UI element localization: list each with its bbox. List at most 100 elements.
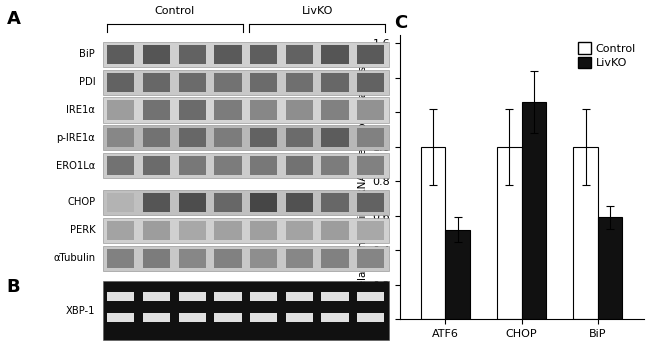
Text: PERK: PERK — [70, 225, 95, 235]
Bar — [143, 248, 170, 268]
Bar — [286, 248, 313, 268]
Bar — [322, 193, 348, 212]
Bar — [214, 313, 242, 322]
Bar — [214, 248, 242, 268]
Bar — [250, 292, 278, 301]
Bar — [179, 313, 206, 322]
Bar — [107, 221, 135, 240]
Text: p-IRE1α: p-IRE1α — [57, 133, 95, 143]
Bar — [107, 100, 135, 119]
Bar — [179, 292, 206, 301]
Bar — [521, 102, 546, 319]
Bar — [143, 100, 170, 119]
Bar — [286, 292, 313, 301]
Bar — [103, 69, 389, 95]
Y-axis label: Relative hepatic mRNA levels (fold changes): Relative hepatic mRNA levels (fold chang… — [358, 61, 368, 293]
Bar — [322, 73, 348, 92]
Bar — [179, 128, 206, 147]
Legend: Control, LivKO: Control, LivKO — [575, 40, 638, 70]
Bar — [103, 153, 389, 178]
Bar — [107, 193, 135, 212]
Bar — [214, 292, 242, 301]
Bar — [497, 147, 521, 319]
Bar — [598, 218, 622, 319]
Bar — [107, 292, 135, 301]
Bar — [107, 45, 135, 64]
Bar — [179, 193, 206, 212]
Bar — [250, 221, 278, 240]
Bar — [322, 313, 348, 322]
Bar — [573, 147, 598, 319]
Bar — [250, 156, 278, 175]
Bar — [143, 292, 170, 301]
Bar — [214, 45, 242, 64]
Bar — [357, 128, 384, 147]
Bar — [357, 221, 384, 240]
Bar — [250, 100, 278, 119]
Bar — [286, 221, 313, 240]
Bar — [250, 248, 278, 268]
Bar — [357, 193, 384, 212]
Bar — [107, 156, 135, 175]
Text: BiP: BiP — [79, 49, 95, 59]
Bar — [143, 313, 170, 322]
Bar — [214, 100, 242, 119]
Bar — [107, 73, 135, 92]
Bar — [286, 100, 313, 119]
Bar — [357, 100, 384, 119]
Bar — [322, 292, 348, 301]
Bar — [143, 156, 170, 175]
Text: PDI: PDI — [79, 77, 95, 87]
Bar — [143, 45, 170, 64]
Bar — [286, 73, 313, 92]
Text: Control: Control — [154, 6, 194, 16]
Text: ERO1Lα: ERO1Lα — [56, 161, 95, 171]
Bar — [250, 193, 278, 212]
Text: CHOP: CHOP — [67, 197, 95, 207]
Bar — [143, 128, 170, 147]
Bar — [214, 73, 242, 92]
Bar — [322, 248, 348, 268]
Bar — [357, 73, 384, 92]
Bar — [214, 193, 242, 212]
Bar — [445, 230, 470, 319]
Bar — [250, 45, 278, 64]
Text: A: A — [6, 10, 20, 28]
Bar — [357, 156, 384, 175]
Bar — [103, 218, 389, 243]
Bar — [250, 128, 278, 147]
Bar — [357, 313, 384, 322]
Bar — [103, 98, 389, 122]
Bar — [286, 193, 313, 212]
Bar — [179, 221, 206, 240]
Bar — [357, 292, 384, 301]
Bar — [322, 156, 348, 175]
Bar — [103, 190, 389, 215]
Text: B: B — [6, 278, 20, 296]
Bar — [214, 156, 242, 175]
Bar — [179, 100, 206, 119]
Bar — [143, 193, 170, 212]
Bar — [179, 156, 206, 175]
Bar — [143, 221, 170, 240]
Bar — [103, 281, 389, 340]
Bar — [421, 147, 445, 319]
Bar — [250, 313, 278, 322]
Bar — [286, 313, 313, 322]
Bar — [179, 248, 206, 268]
Bar — [322, 221, 348, 240]
Bar — [322, 128, 348, 147]
Bar — [357, 248, 384, 268]
Bar — [214, 221, 242, 240]
Bar — [322, 45, 348, 64]
Bar — [286, 45, 313, 64]
Bar — [107, 248, 135, 268]
Bar — [357, 45, 384, 64]
Bar — [103, 246, 389, 271]
Bar — [179, 45, 206, 64]
Bar — [107, 128, 135, 147]
Text: IRE1α: IRE1α — [66, 105, 95, 115]
Text: LivKO: LivKO — [302, 6, 333, 16]
Bar — [143, 73, 170, 92]
Bar — [107, 313, 135, 322]
